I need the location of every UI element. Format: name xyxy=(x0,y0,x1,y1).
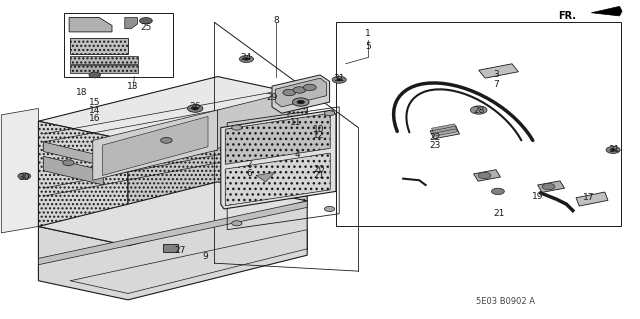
Polygon shape xyxy=(70,38,128,54)
Text: 15: 15 xyxy=(89,98,100,107)
Circle shape xyxy=(478,172,491,179)
Text: 24: 24 xyxy=(241,53,252,62)
Circle shape xyxy=(239,56,253,63)
Circle shape xyxy=(492,188,504,195)
Polygon shape xyxy=(38,182,307,246)
Polygon shape xyxy=(474,170,500,181)
Polygon shape xyxy=(44,156,104,185)
Circle shape xyxy=(324,111,335,116)
Polygon shape xyxy=(69,18,112,32)
Polygon shape xyxy=(125,18,138,29)
Polygon shape xyxy=(38,201,307,265)
Polygon shape xyxy=(225,153,330,206)
Polygon shape xyxy=(591,6,622,16)
Text: 31: 31 xyxy=(333,74,345,83)
Polygon shape xyxy=(432,126,457,134)
Text: 3: 3 xyxy=(493,70,499,79)
Circle shape xyxy=(244,58,249,60)
Polygon shape xyxy=(44,142,104,166)
Circle shape xyxy=(470,106,487,114)
Polygon shape xyxy=(218,93,288,148)
Polygon shape xyxy=(272,75,330,113)
Text: 17: 17 xyxy=(583,193,595,202)
Text: 5: 5 xyxy=(365,42,371,51)
Circle shape xyxy=(606,146,620,153)
Polygon shape xyxy=(93,110,218,180)
Polygon shape xyxy=(430,126,460,139)
Text: 27: 27 xyxy=(175,246,186,255)
Polygon shape xyxy=(38,121,128,246)
Text: 31: 31 xyxy=(609,145,620,154)
Polygon shape xyxy=(479,64,518,78)
Polygon shape xyxy=(256,172,275,182)
Text: 1: 1 xyxy=(365,29,371,38)
Polygon shape xyxy=(225,113,330,164)
Polygon shape xyxy=(102,116,208,175)
Circle shape xyxy=(232,221,242,226)
Text: 25: 25 xyxy=(140,23,152,32)
Circle shape xyxy=(611,149,616,151)
Text: 8: 8 xyxy=(274,16,279,25)
Text: 21: 21 xyxy=(313,171,324,180)
Circle shape xyxy=(63,160,74,166)
Text: 19: 19 xyxy=(532,192,543,201)
Polygon shape xyxy=(431,124,456,131)
Circle shape xyxy=(283,89,296,96)
Circle shape xyxy=(188,105,203,112)
Text: 5E03 B0902 A: 5E03 B0902 A xyxy=(476,297,535,306)
Text: 14: 14 xyxy=(89,106,100,115)
Polygon shape xyxy=(70,56,138,64)
Polygon shape xyxy=(128,96,307,246)
Text: 9: 9 xyxy=(202,252,207,261)
Text: 22: 22 xyxy=(429,133,441,142)
Circle shape xyxy=(140,18,152,24)
Text: 18: 18 xyxy=(76,88,87,97)
Circle shape xyxy=(332,76,346,83)
Circle shape xyxy=(276,187,287,193)
Text: 10: 10 xyxy=(313,125,324,134)
Text: 2: 2 xyxy=(247,160,252,169)
Circle shape xyxy=(303,84,316,91)
Polygon shape xyxy=(433,129,458,136)
Polygon shape xyxy=(38,77,307,140)
Circle shape xyxy=(293,87,306,93)
Polygon shape xyxy=(221,110,336,209)
Text: 20: 20 xyxy=(313,165,324,174)
Text: 16: 16 xyxy=(89,114,100,122)
Text: 7: 7 xyxy=(493,80,499,89)
Circle shape xyxy=(232,125,242,130)
Text: 30: 30 xyxy=(19,173,30,182)
Polygon shape xyxy=(576,192,608,206)
Polygon shape xyxy=(163,244,178,252)
Circle shape xyxy=(192,107,198,110)
Text: 26: 26 xyxy=(189,102,201,111)
Polygon shape xyxy=(538,181,564,192)
Text: 12: 12 xyxy=(313,131,324,140)
Text: 21: 21 xyxy=(493,209,505,218)
Text: 13: 13 xyxy=(127,82,139,91)
Circle shape xyxy=(324,206,335,211)
Polygon shape xyxy=(1,108,38,233)
Text: 11: 11 xyxy=(290,118,301,127)
Circle shape xyxy=(18,173,31,179)
Text: 6: 6 xyxy=(247,169,252,178)
Circle shape xyxy=(237,176,249,182)
Polygon shape xyxy=(275,78,326,107)
Text: 29: 29 xyxy=(266,93,278,102)
Text: 28: 28 xyxy=(473,106,484,115)
Polygon shape xyxy=(70,65,138,73)
Circle shape xyxy=(161,137,172,143)
Circle shape xyxy=(89,72,100,78)
Circle shape xyxy=(542,183,555,190)
Circle shape xyxy=(292,98,309,106)
Polygon shape xyxy=(38,182,307,300)
Text: FR.: FR. xyxy=(558,11,576,21)
Circle shape xyxy=(337,78,342,81)
Text: 4: 4 xyxy=(295,150,300,159)
Circle shape xyxy=(297,100,305,104)
Text: 23: 23 xyxy=(429,141,441,150)
